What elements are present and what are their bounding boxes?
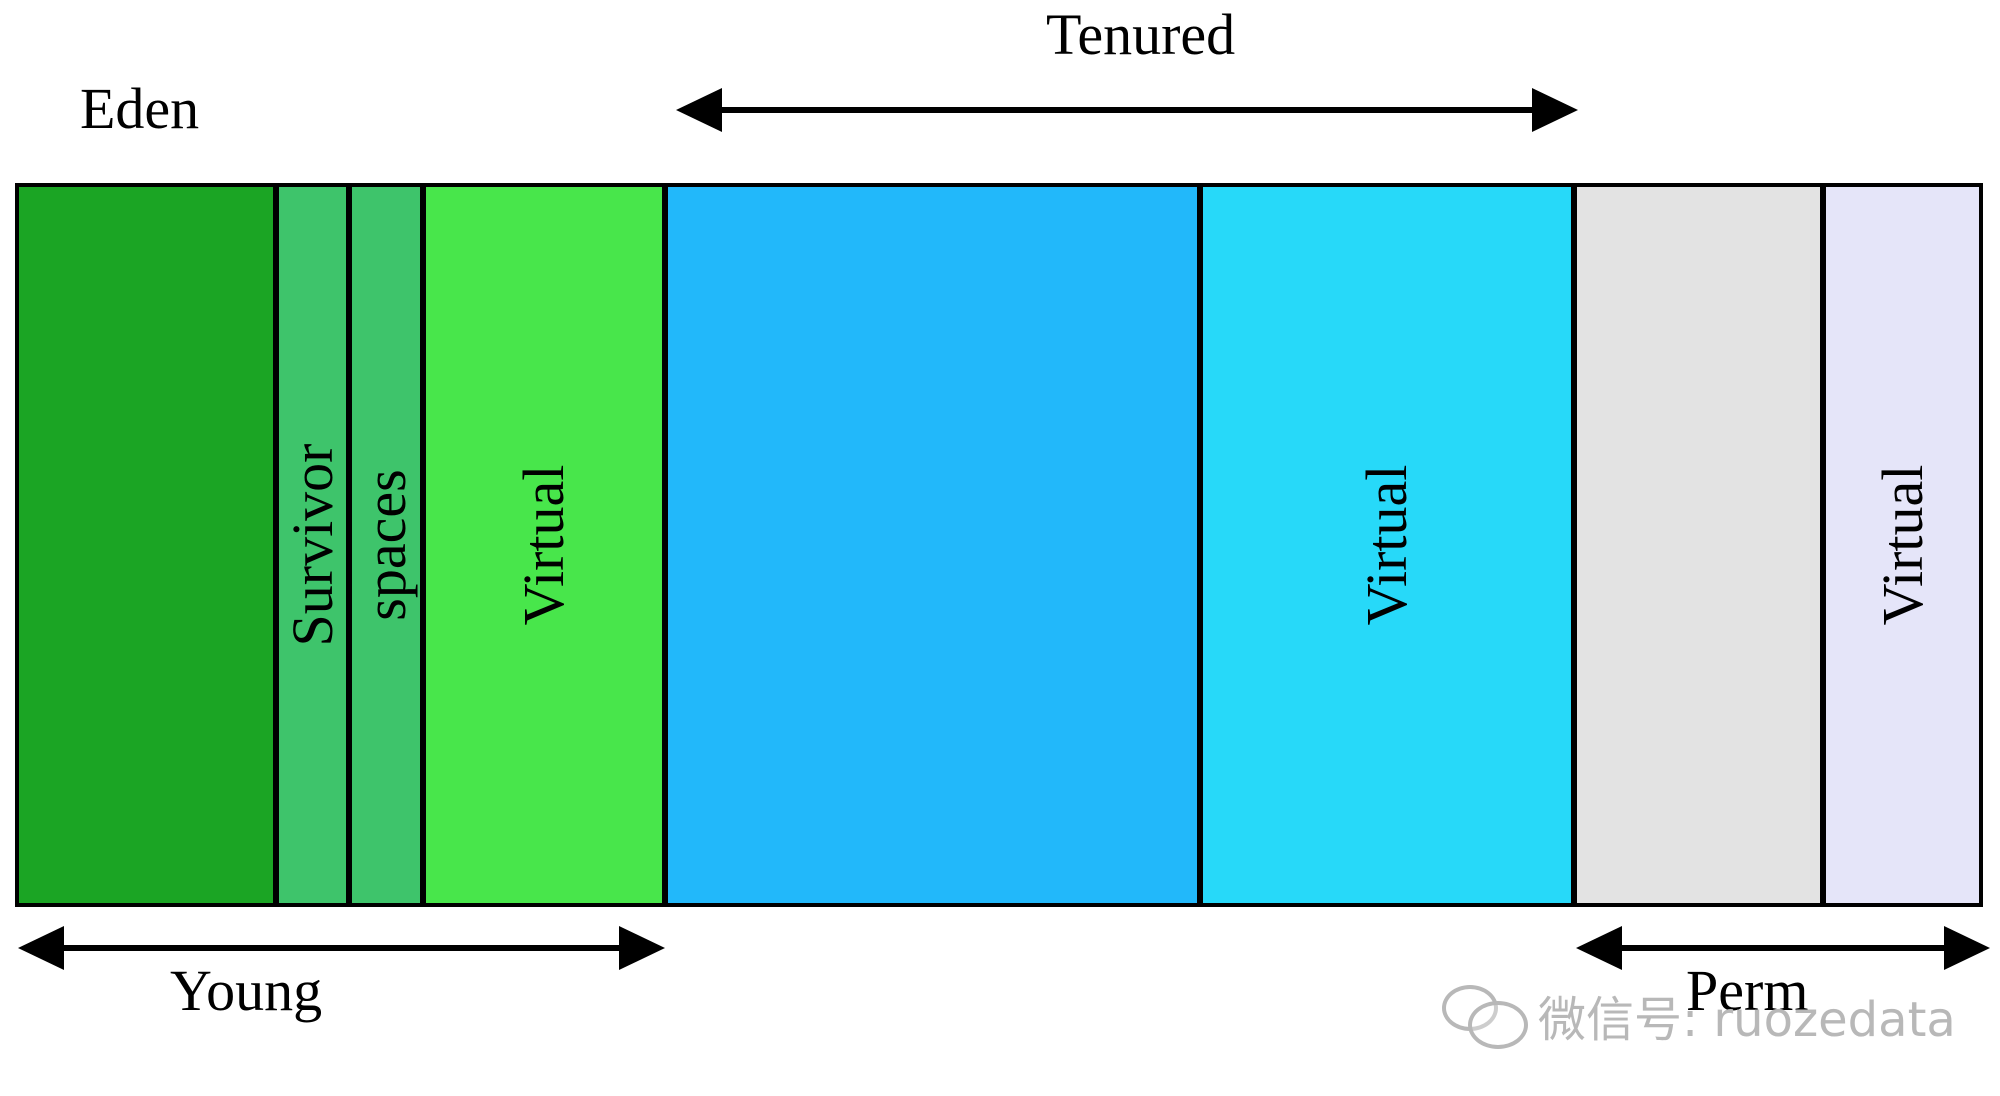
eden-label: Eden (80, 76, 200, 141)
segment-survivor-2: spaces (352, 187, 426, 903)
perm-label: Perm (1686, 958, 1809, 1023)
segment-tenured (668, 187, 1203, 903)
segment-tenured-virtual: Virtual (1203, 187, 1577, 903)
segment-eden (19, 187, 279, 903)
segment-perm-virtual: Virtual (1826, 187, 1979, 903)
young-virtual-label: Virtual (511, 464, 576, 626)
perm-virtual-label: Virtual (1869, 464, 1935, 626)
segment-survivor-1: Survivor (279, 187, 352, 903)
perm-span-arrow (1576, 926, 1990, 970)
wechat-icon (1442, 985, 1528, 1049)
survivor-label: Survivor (279, 443, 345, 647)
arrow-head-right-icon (1532, 88, 1578, 132)
arrow-head-right-icon (619, 926, 665, 970)
spaces-label: spaces (353, 469, 418, 621)
tenured-virtual-label: Virtual (1354, 464, 1419, 626)
young-label: Young (170, 958, 323, 1023)
segment-young-virtual: Virtual (426, 187, 668, 903)
tenured-label: Tenured (1046, 2, 1236, 67)
watermark: 微信号: ruozedata (1442, 980, 1956, 1050)
heap-memory-bar: Survivor spaces Virtual Virtual Virtual (15, 183, 1983, 907)
arrow-head-right-icon (1944, 926, 1990, 970)
segment-perm (1577, 187, 1826, 903)
tenured-span-arrow (676, 88, 1578, 132)
watermark-text: 微信号: ruozedata (1538, 992, 1956, 1048)
young-span-arrow (18, 926, 665, 970)
